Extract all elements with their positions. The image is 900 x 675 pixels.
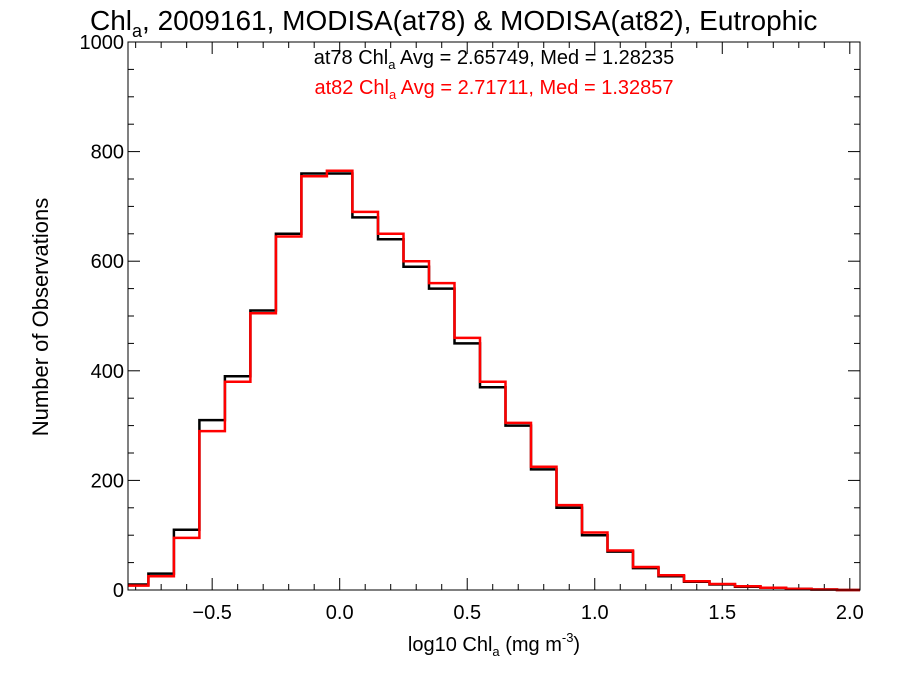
x-tick-label: 0.0 (326, 602, 354, 624)
y-tick-label: 200 (91, 470, 124, 492)
y-tick-label: 0 (113, 580, 124, 602)
y-tick-label: 400 (91, 361, 124, 383)
plot-frame (127, 41, 861, 591)
x-tick-label: 1.0 (581, 602, 609, 624)
series-lines (128, 169, 860, 592)
y-axis-label: Number of Observations (28, 198, 53, 436)
x-tick-label: −0.5 (192, 602, 231, 624)
y-tick-label: 800 (91, 142, 124, 164)
x-tick-label: 2.0 (836, 602, 864, 624)
ticks (128, 41, 860, 591)
histogram-series-1 (128, 169, 860, 592)
annotation-at82: at82 Chla Avg = 2.71711, Med = 1.32857 (315, 77, 674, 102)
y-tick-label: 600 (91, 251, 124, 273)
x-axis-label: log10 Chla (mg m-3) (408, 630, 580, 659)
chart-title: Chla, 2009161, MODISA(at78) & MODISA(at8… (90, 5, 817, 41)
x-tick-label: 1.5 (708, 602, 736, 624)
annotation-at78: at78 Chla Avg = 2.65749, Med = 1.28235 (314, 47, 674, 72)
x-tick-label: 0.5 (453, 602, 481, 624)
y-tick-label: 1000 (80, 32, 125, 54)
tick-labels: −0.5 0.0 0.5 1.0 1.5 2.0 0 200 400 600 800 1000 (80, 32, 864, 624)
